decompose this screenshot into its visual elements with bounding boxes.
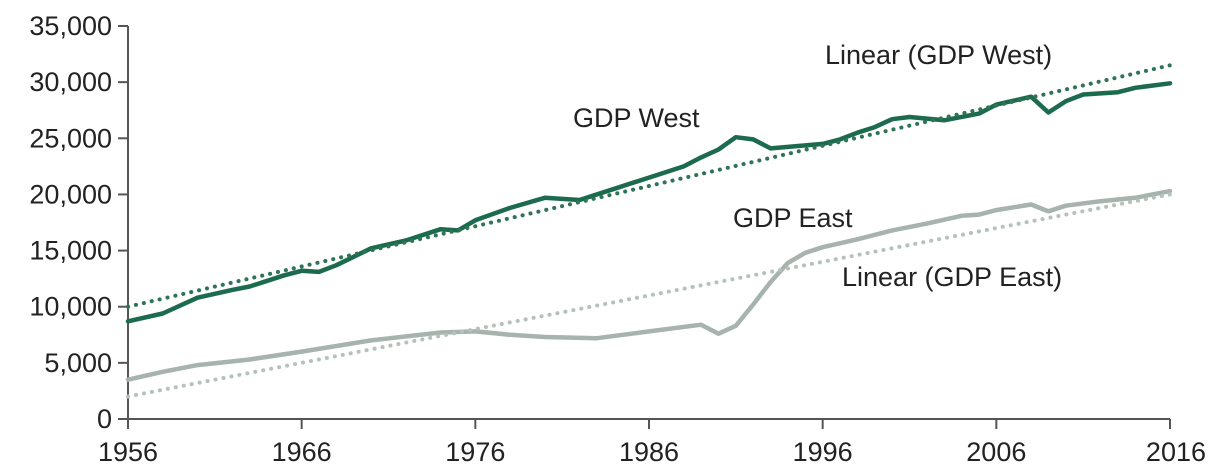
y-tick-label: 10,000 (29, 292, 112, 322)
y-tick-label: 35,000 (29, 11, 112, 41)
y-tick-label: 0 (97, 404, 112, 434)
y-tick-label: 5,000 (44, 348, 112, 378)
annotation-gdp-west: GDP West (573, 103, 700, 133)
series-linear-gdp-east-trendline (126, 192, 1172, 399)
y-tick-label: 25,000 (29, 123, 112, 153)
annotation-linear-gdp-west: Linear (GDP West) (825, 40, 1052, 70)
series-gdp-east-line (125, 188, 1173, 382)
annotation-linear-gdp-east: Linear (GDP East) (842, 262, 1062, 292)
y-tick-label: 20,000 (29, 179, 112, 209)
y-tick-label: 15,000 (29, 236, 112, 266)
x-tick-label: 1966 (272, 437, 332, 467)
x-tick-label: 1996 (793, 437, 853, 467)
series-layer (125, 63, 1173, 399)
x-tick-label: 1986 (619, 437, 679, 467)
y-tick-label: 30,000 (29, 67, 112, 97)
x-tick-label: 1976 (445, 437, 505, 467)
x-tick-label: 2006 (966, 437, 1026, 467)
y-axis: 0 5,000 10,000 15,000 20,000 25,000 30,000 35,0… (29, 11, 129, 434)
x-axis: 1956 1966 1976 1986 1996 2006 2016 (98, 418, 1206, 467)
x-tick-label: 2016 (1146, 437, 1206, 467)
series-gdp-west-line (125, 81, 1173, 324)
series-linear-gdp-west-trendline (126, 63, 1172, 309)
annotation-gdp-east: GDP East (733, 203, 853, 233)
x-tick-label: 1956 (98, 437, 158, 467)
annotation-layer: Linear (GDP West) GDP West GDP East Line… (573, 40, 1062, 292)
